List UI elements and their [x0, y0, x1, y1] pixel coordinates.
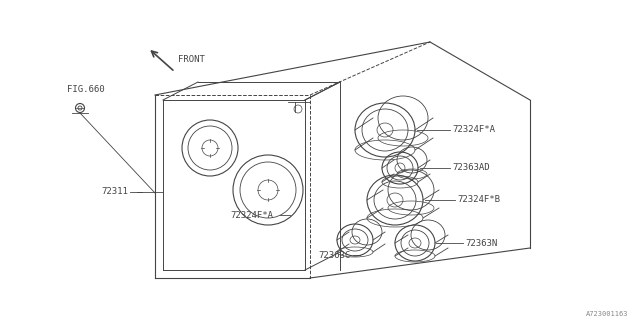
Text: FIG.660: FIG.660	[67, 85, 104, 94]
Text: 72363AD: 72363AD	[452, 164, 490, 172]
Text: A723001163: A723001163	[586, 311, 628, 317]
Text: 72311: 72311	[101, 188, 128, 196]
Text: 72363N: 72363N	[465, 238, 497, 247]
Text: 72363C: 72363C	[318, 251, 350, 260]
Text: 72324F*A: 72324F*A	[452, 125, 495, 134]
Text: FRONT: FRONT	[178, 55, 205, 65]
Text: 72324F*A: 72324F*A	[230, 211, 273, 220]
Text: 72324F*B: 72324F*B	[457, 196, 500, 204]
